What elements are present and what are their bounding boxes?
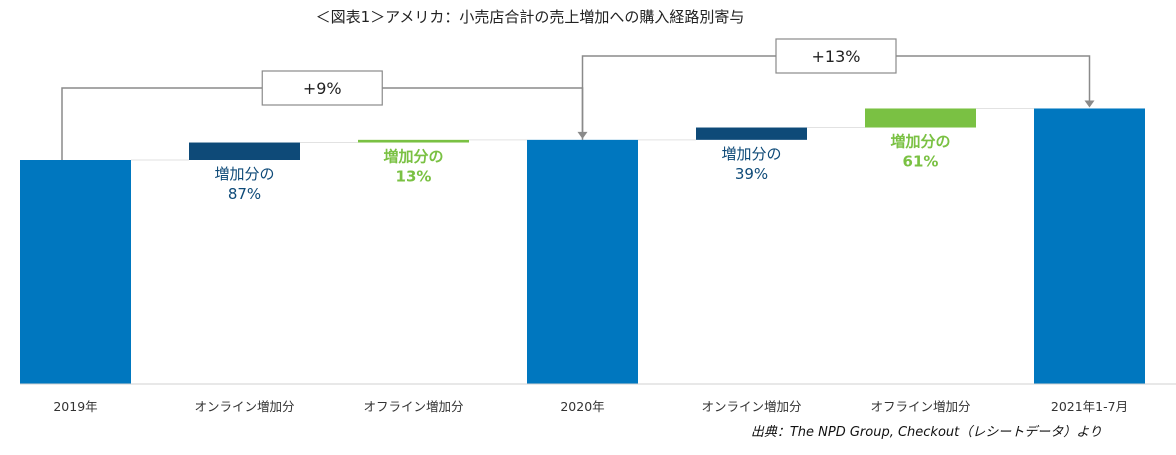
bar-note-line1: 増加分の [721, 145, 781, 163]
bar-note-line1: 増加分の [383, 148, 443, 166]
growth-arrowhead [1084, 100, 1095, 108]
bar-total-3 [527, 139, 638, 384]
growth-label: +13% [812, 47, 861, 66]
bar-note-line2: 87% [228, 185, 261, 203]
growth-annotations: +9% +13% [61, 38, 1095, 160]
bar-notes: 増加分の 87% 増加分の 13% 増加分の 39% 増加分の 61% [214, 133, 950, 203]
category-label: 2020年 [560, 399, 604, 414]
bar-offline-2 [358, 139, 469, 143]
bar-note-line2: 61% [903, 153, 939, 171]
category-label: オフライン増加分 [870, 399, 970, 414]
connectors-group [131, 107, 1034, 161]
category-label: オフライン増加分 [363, 399, 463, 414]
bar-note-line2: 13% [396, 168, 432, 186]
chart-title: ＜図表1＞アメリカ：小売店合計の売上増加への購入経路別寄与 [316, 8, 745, 26]
source-note: 出典：The NPD Group, Checkout（レシートデータ）より [751, 424, 1102, 440]
category-label: 2021年1-7月 [1051, 399, 1128, 414]
bar-note-line1: 増加分の [890, 133, 950, 151]
category-labels: 2019年 オンライン増加分 オフライン増加分 2020年 オンライン増加分 オフライン増… [53, 399, 1128, 414]
bar-total-0 [20, 160, 131, 384]
category-label: オンライン増加分 [194, 399, 294, 414]
growth-label-box [261, 70, 383, 106]
category-label: オンライン増加分 [701, 399, 801, 414]
growth-label: +9% [303, 79, 342, 98]
growth-label-box [775, 38, 897, 74]
bar-online-1 [189, 142, 300, 160]
category-label: 2019年 [53, 399, 97, 414]
bar-offline-5 [865, 108, 976, 128]
bar-note-line2: 39% [735, 165, 768, 183]
bar-note-line1: 増加分の [214, 165, 274, 183]
bar-online-4 [696, 127, 807, 140]
bars-group [20, 108, 1145, 384]
bar-total-6 [1034, 108, 1145, 384]
